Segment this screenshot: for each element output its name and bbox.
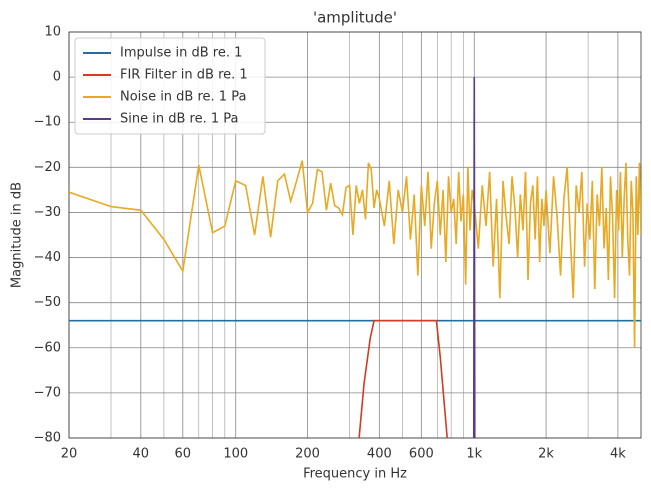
x-tick-label: 20 — [61, 447, 78, 462]
y-tick-label: −20 — [34, 160, 61, 175]
y-axis-label: Magnitude in dB — [10, 182, 25, 288]
y-tick-label: −60 — [34, 340, 61, 355]
y-tick-label: 10 — [44, 25, 61, 40]
x-tick-label: 40 — [133, 447, 150, 462]
y-tick-label: −70 — [34, 385, 61, 400]
x-tick-label: 1k — [466, 447, 482, 462]
legend-label: Sine in dB re. 1 Pa — [120, 112, 238, 127]
x-tick-label: 100 — [223, 447, 248, 462]
x-tick-label: 400 — [367, 447, 392, 462]
legend-label: Impulse in dB re. 1 — [120, 46, 242, 61]
plot-area — [69, 77, 641, 438]
x-tick-label: 4k — [610, 447, 626, 462]
x-tick-label: 60 — [175, 447, 192, 462]
y-tick-label: −40 — [34, 250, 61, 265]
x-tick-label: 200 — [295, 447, 320, 462]
y-tick-label: −30 — [34, 205, 61, 220]
y-tick-label: −10 — [34, 115, 61, 130]
chart-title: 'amplitude' — [313, 9, 397, 27]
x-tick-label: 2k — [538, 447, 554, 462]
y-tick-label: 0 — [53, 70, 61, 85]
y-tick-label: −50 — [34, 295, 61, 310]
legend-box — [74, 37, 266, 135]
series-line — [472, 77, 476, 438]
y-tick-label: −80 — [34, 431, 61, 446]
series-line — [358, 319, 448, 438]
series-line — [69, 160, 641, 348]
legend-label: Noise in dB re. 1 Pa — [120, 90, 246, 105]
legend-label: FIR Filter in dB re. 1 — [120, 68, 248, 83]
x-axis-label: Frequency in Hz — [303, 467, 407, 482]
x-tick-label: 600 — [409, 447, 434, 462]
